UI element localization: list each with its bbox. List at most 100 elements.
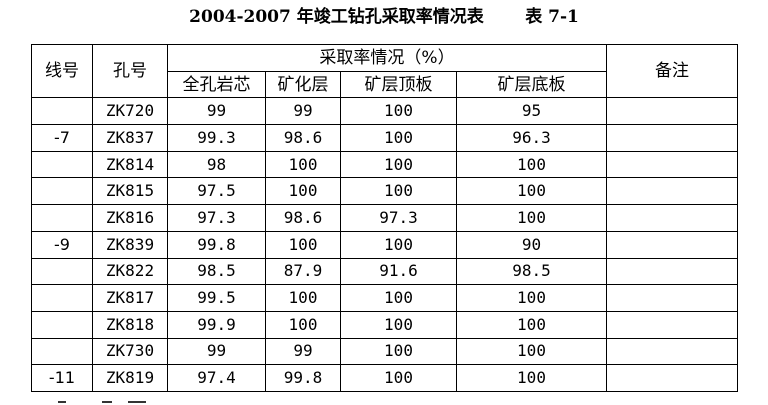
ore-bottom-cell: 100 [456, 284, 607, 312]
remark-cell [606, 97, 738, 126]
ore-bottom-cell: 100 [456, 337, 607, 366]
ore-bottom-cell: 90 [456, 230, 607, 259]
line-cell [31, 257, 93, 286]
ore-bottom-cell: 95 [456, 97, 607, 126]
ore-bottom-cell: 100 [456, 364, 607, 392]
table-title-line: 2004-2007 年竣工钻孔采取率情况表 表 7-1 [0, 6, 768, 28]
full-core-cell: 99.8 [167, 230, 266, 259]
table-number: 表 7-1 [525, 7, 579, 27]
full-core-cell: 99.9 [167, 310, 266, 339]
ore-top-cell: 97.3 [340, 204, 457, 232]
remark-cell [606, 150, 738, 179]
ore-bottom-cell: 100 [456, 177, 607, 206]
table-title: 2004-2007 年竣工钻孔采取率情况表 [189, 7, 484, 27]
full-core-cell: 98 [167, 150, 266, 179]
remark-cell [606, 124, 738, 152]
full-core-cell: 98.5 [167, 257, 266, 286]
ore-layer-cell: 87.9 [265, 257, 341, 286]
line-cell [31, 150, 93, 179]
hole-cell: ZK819 [92, 364, 168, 392]
table-row: ZK815 97.5 100 100 100 [31, 177, 738, 206]
full-core-cell: 97.5 [167, 177, 266, 206]
ore-layer-cell: 99 [265, 97, 341, 126]
header-line: 线号 [31, 43, 93, 99]
table-row: -7 ZK837 99.3 98.6 100 96.3 [31, 124, 738, 152]
remark-cell [606, 177, 738, 206]
line-cell [31, 284, 93, 312]
ore-top-cell: 100 [340, 337, 457, 366]
ore-bottom-cell: 96.3 [456, 124, 607, 152]
ore-top-cell: 100 [340, 177, 457, 206]
ore-layer-cell: 100 [265, 150, 341, 179]
ore-top-cell: 100 [340, 97, 457, 126]
header-remark: 备注 [606, 43, 738, 99]
table-row: -11 ZK819 97.4 99.8 100 100 [31, 364, 738, 392]
full-core-cell: 99 [167, 97, 266, 126]
table-row: ZK817 99.5 100 100 100 [31, 284, 738, 312]
ore-layer-cell: 99.8 [265, 364, 341, 392]
table-row: ZK816 97.3 98.6 97.3 100 [31, 204, 738, 232]
hole-cell: ZK818 [92, 310, 168, 339]
ore-bottom-cell: 98.5 [456, 257, 607, 286]
header-ore-top: 矿层顶板 [340, 70, 457, 99]
hole-cell: ZK822 [92, 257, 168, 286]
full-core-cell: 99.5 [167, 284, 266, 312]
line-cell: -9 [31, 230, 93, 259]
remark-cell [606, 310, 738, 339]
line-cell [31, 97, 93, 126]
header-full-core: 全孔岩芯 [167, 70, 266, 99]
ore-top-cell: 100 [340, 284, 457, 312]
hole-cell: ZK815 [92, 177, 168, 206]
full-core-cell: 97.4 [167, 364, 266, 392]
header-ore-layer: 矿化层 [265, 70, 341, 99]
remark-cell [606, 230, 738, 259]
line-cell [31, 177, 93, 206]
ore-layer-cell: 100 [265, 310, 341, 339]
ore-top-cell: 100 [340, 124, 457, 152]
remark-cell [606, 257, 738, 286]
header-hole: 孔号 [92, 43, 168, 99]
full-core-cell: 97.3 [167, 204, 266, 232]
table-row: ZK730 99 99 100 100 [31, 337, 738, 366]
header-row-1: 线号 孔号 采取率情况（%） 备注 [31, 43, 738, 99]
line-cell: -7 [31, 124, 93, 152]
ore-top-cell: 100 [340, 150, 457, 179]
footer-scan-mark [58, 401, 146, 403]
line-cell: -11 [31, 364, 93, 392]
ore-bottom-cell: 100 [456, 310, 607, 339]
ore-bottom-cell: 100 [456, 204, 607, 232]
hole-cell: ZK837 [92, 124, 168, 152]
remark-cell [606, 284, 738, 312]
line-cell [31, 337, 93, 366]
hole-cell: ZK839 [92, 230, 168, 259]
table-body: 线号 孔号 采取率情况（%） 备注 全孔岩芯 矿化层 矿层顶板 矿层底板 ZK7… [31, 43, 738, 392]
hole-cell: ZK816 [92, 204, 168, 232]
core-recovery-table: 线号 孔号 采取率情况（%） 备注 全孔岩芯 矿化层 矿层顶板 矿层底板 ZK7… [31, 43, 738, 392]
remark-cell [606, 364, 738, 392]
header-row-2: 全孔岩芯 矿化层 矿层顶板 矿层底板 [32, 70, 738, 99]
ore-top-cell: 100 [340, 310, 457, 339]
ore-layer-cell: 100 [265, 230, 341, 259]
header-ore-bottom: 矿层底板 [456, 70, 607, 99]
hole-cell: ZK720 [92, 97, 168, 126]
ore-layer-cell: 100 [265, 177, 341, 206]
hole-cell: ZK814 [92, 150, 168, 179]
table-row: ZK818 99.9 100 100 100 [31, 310, 738, 339]
ore-top-cell: 91.6 [340, 257, 457, 286]
table-row: -9 ZK839 99.8 100 100 90 [31, 230, 738, 259]
full-core-cell: 99.3 [167, 124, 266, 152]
ore-top-cell: 100 [340, 364, 457, 392]
ore-bottom-cell: 100 [456, 150, 607, 179]
full-core-cell: 99 [167, 337, 266, 366]
ore-layer-cell: 98.6 [265, 124, 341, 152]
line-cell [31, 310, 93, 339]
hole-cell: ZK817 [92, 284, 168, 312]
header-rate-group: 采取率情况（%） [167, 44, 607, 72]
ore-layer-cell: 98.6 [265, 204, 341, 232]
hole-cell: ZK730 [92, 337, 168, 366]
ore-layer-cell: 99 [265, 337, 341, 366]
table-row: ZK814 98 100 100 100 [31, 150, 738, 179]
table-row: ZK822 98.5 87.9 91.6 98.5 [31, 257, 738, 286]
line-cell [31, 204, 93, 232]
remark-cell [606, 337, 738, 366]
